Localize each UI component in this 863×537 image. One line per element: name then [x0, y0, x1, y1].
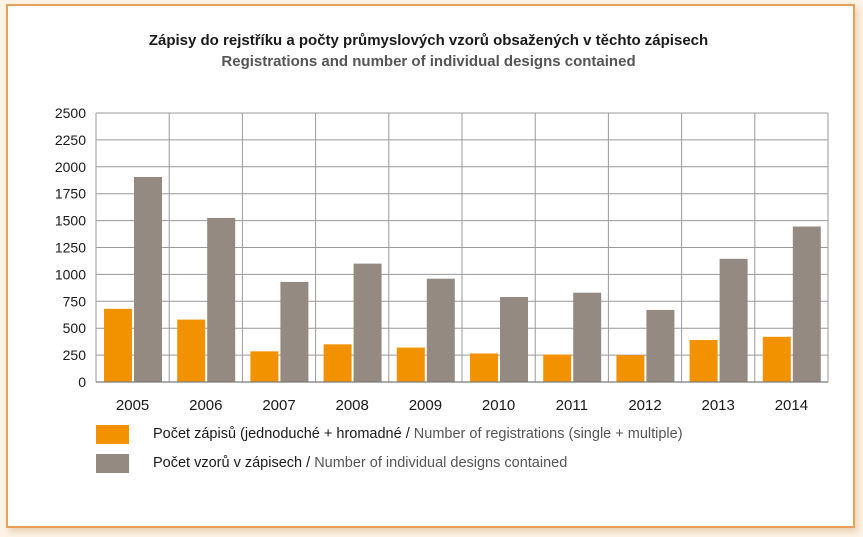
x-tick-label: 2010: [482, 397, 515, 414]
legend-label-designs: Počet vzorů v zápisech / Number of indiv…: [153, 455, 567, 471]
legend-swatch-registrations: [96, 425, 129, 444]
bar-designs: [134, 177, 162, 382]
chart-title: Zápisy do rejstříku a počty průmyslových…: [148, 32, 709, 49]
bar-registrations: [543, 354, 572, 382]
y-tick-label: 750: [63, 293, 87, 309]
bar-designs: [573, 292, 602, 382]
y-tick-label: 2000: [55, 159, 86, 175]
bar-registrations: [396, 347, 425, 382]
bar-designs: [280, 281, 309, 382]
bar-registrations: [616, 355, 645, 382]
x-tick-label: 2012: [628, 397, 661, 414]
bar-designs: [500, 296, 528, 382]
x-tick-label: 2007: [262, 397, 295, 414]
legend-label-designs-en: Number of individual designs contained: [314, 455, 568, 471]
x-tick-label: 2013: [702, 397, 735, 414]
y-tick-label: 2250: [55, 132, 86, 148]
y-tick-label: 500: [63, 320, 87, 336]
bar-designs: [207, 217, 236, 382]
chart-subtitle: Registrations and number of individual d…: [221, 53, 636, 70]
bar-designs: [426, 278, 455, 382]
bar-designs: [353, 263, 382, 382]
y-tick-label: 1000: [55, 266, 86, 282]
y-tick-label: 250: [63, 347, 87, 363]
bar-registrations: [470, 353, 498, 382]
bar-registrations: [689, 340, 718, 382]
bar-registrations: [250, 351, 279, 382]
legend-label-designs-cz: Počet vzorů v zápisech /: [153, 455, 315, 471]
bar-designs: [719, 258, 748, 382]
bar-designs: [646, 309, 675, 382]
y-tick-label: 1750: [55, 186, 86, 202]
bar-registrations: [323, 344, 352, 382]
bar-registrations: [762, 336, 791, 382]
y-tick-label: 0: [78, 374, 86, 390]
bar-registrations: [177, 319, 206, 382]
x-tick-label: 2006: [189, 397, 222, 414]
bar-designs: [792, 226, 821, 382]
x-tick-label: 2014: [775, 397, 808, 414]
legend-label-registrations-cz: Počet zápisů (jednoduché + hromadné /: [153, 426, 414, 442]
x-tick-label: 2008: [336, 397, 369, 414]
x-tick-label: 2011: [556, 397, 588, 414]
bar-registrations: [104, 308, 132, 382]
x-tick-label: 2005: [116, 397, 149, 414]
y-tick-label: 1250: [55, 240, 86, 256]
legend-swatch-designs: [96, 454, 129, 473]
legend-label-registrations-en: Number of registrations (single + multip…: [413, 426, 683, 442]
x-tick-label: 2009: [409, 397, 442, 414]
legend-label-registrations: Počet zápisů (jednoduché + hromadné / Nu…: [153, 426, 683, 442]
y-tick-label: 2500: [55, 105, 86, 121]
y-tick-label: 1500: [55, 213, 86, 229]
